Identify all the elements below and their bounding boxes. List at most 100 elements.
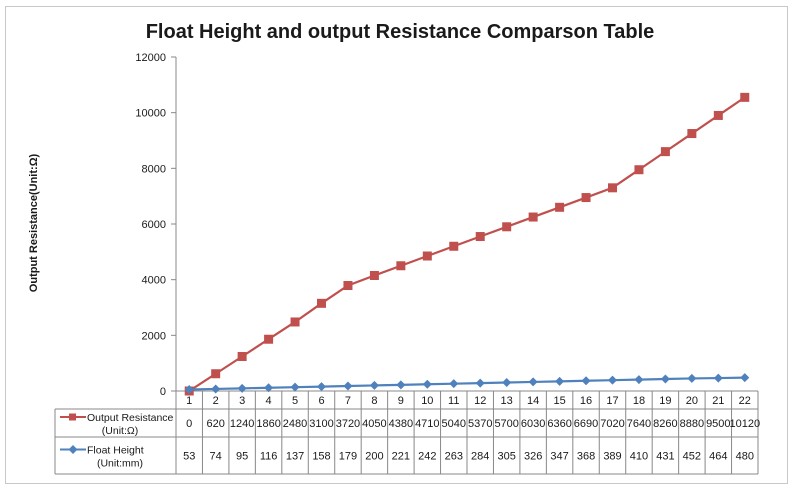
x-category-label: 6 — [318, 395, 324, 407]
table-value-cell: 431 — [656, 451, 674, 463]
table-value-cell: 620 — [207, 418, 225, 430]
data-point-square — [713, 110, 723, 120]
table-value-cell: 368 — [577, 451, 595, 463]
table-value-cell: 284 — [471, 451, 489, 463]
y-tick-label: 8000 — [142, 163, 166, 175]
legend-series-name: Float Height — [87, 445, 144, 457]
x-category-label: 18 — [633, 395, 645, 407]
y-tick-label: 10000 — [135, 108, 166, 120]
legend-marker-diamond — [68, 445, 78, 454]
data-point-square — [555, 202, 565, 212]
x-category-label: 16 — [580, 395, 592, 407]
table-value-cell: 9500 — [706, 418, 730, 430]
data-point-diamond — [740, 373, 750, 383]
table-value-cell: 242 — [418, 451, 436, 463]
table-value-cell: 74 — [210, 451, 222, 463]
table-value-cell: 4710 — [415, 418, 439, 430]
data-point-square — [264, 334, 274, 344]
data-point-square — [422, 251, 432, 261]
data-point-diamond — [713, 373, 723, 383]
data-point-diamond — [608, 375, 617, 385]
x-category-label: 12 — [474, 395, 486, 407]
table-value-cell: 2480 — [283, 418, 307, 430]
data-point-square — [581, 193, 591, 203]
table-value-cell: 1240 — [230, 418, 254, 430]
table-value-cell: 5040 — [442, 418, 466, 430]
data-point-diamond — [555, 376, 565, 386]
table-value-cell: 480 — [736, 451, 754, 463]
data-point-square — [475, 232, 485, 242]
x-category-label: 10 — [421, 395, 433, 407]
x-category-label: 2 — [213, 395, 219, 407]
y-tick-label: 2000 — [142, 330, 166, 342]
table-value-cell: 10120 — [729, 418, 760, 430]
data-point-diamond — [184, 385, 194, 395]
table-value-cell: 347 — [550, 451, 568, 463]
data-point-diamond — [687, 373, 697, 383]
data-point-diamond — [343, 381, 353, 391]
data-point-diamond — [528, 377, 538, 387]
data-point-diamond — [475, 378, 485, 388]
data-point-square — [528, 212, 538, 222]
data-point-square — [290, 317, 300, 327]
y-tick-label: 4000 — [142, 275, 166, 287]
table-value-cell: 7020 — [600, 418, 624, 430]
x-category-label: 11 — [448, 395, 459, 407]
data-point-square — [740, 92, 750, 102]
table-value-cell: 6360 — [547, 418, 571, 430]
x-category-label: 19 — [659, 395, 671, 407]
table-value-cell: 4050 — [362, 418, 386, 430]
data-point-square — [237, 351, 247, 361]
table-value-cell: 410 — [630, 451, 648, 463]
legend-series-unit: (Unit:Ω) — [102, 425, 138, 437]
table-value-cell: 1860 — [256, 418, 280, 430]
chart-title: Float Height and output Resistance Compa… — [145, 21, 655, 43]
series-line — [188, 96, 746, 392]
table-value-cell: 5700 — [494, 418, 518, 430]
table-value-cell: 7640 — [627, 418, 651, 430]
table-value-cell: 389 — [603, 451, 621, 463]
data-point-square — [369, 270, 379, 280]
table-value-cell: 137 — [286, 451, 304, 463]
data-point-diamond — [634, 375, 644, 385]
data-point-diamond — [449, 379, 459, 389]
table-value-cell: 8260 — [653, 418, 677, 430]
table-value-cell: 158 — [312, 451, 330, 463]
legend-series-name: Output Resistance — [87, 412, 174, 424]
chart-frame — [5, 6, 788, 484]
x-category-label: 22 — [739, 395, 751, 407]
table-value-cell: 6690 — [574, 418, 598, 430]
data-point-diamond — [581, 376, 591, 386]
data-point-diamond — [660, 374, 670, 384]
x-category-label: 7 — [345, 395, 351, 407]
series-line — [189, 376, 745, 391]
data-point-diamond — [502, 378, 512, 388]
table-value-cell: 305 — [498, 451, 516, 463]
table-value-cell: 8880 — [680, 418, 704, 430]
data-point-square — [396, 261, 406, 271]
x-category-label: 13 — [501, 395, 513, 407]
data-point-diamond — [422, 379, 432, 389]
table-value-cell: 200 — [365, 451, 383, 463]
table-value-cell: 179 — [339, 451, 357, 463]
data-point-square — [660, 147, 670, 157]
table-value-cell: 3720 — [336, 418, 360, 430]
table-value-cell: 53 — [183, 451, 195, 463]
x-category-label: 1 — [186, 395, 192, 407]
x-category-label: 8 — [371, 395, 377, 407]
y-tick-label: 0 — [160, 386, 166, 398]
x-category-label: 20 — [686, 395, 698, 407]
table-value-cell: 0 — [186, 418, 192, 430]
data-point-square — [687, 129, 697, 139]
x-category-label: 15 — [553, 395, 565, 407]
table-value-cell: 95 — [236, 451, 248, 463]
y-tick-label: 6000 — [142, 219, 166, 231]
data-point-square — [502, 222, 512, 232]
data-point-square — [343, 281, 353, 291]
x-category-label: 17 — [606, 395, 618, 407]
data-point-square — [449, 241, 459, 251]
data-point-diamond — [237, 383, 247, 393]
x-category-label: 21 — [712, 395, 724, 407]
table-value-cell: 3100 — [309, 418, 333, 430]
